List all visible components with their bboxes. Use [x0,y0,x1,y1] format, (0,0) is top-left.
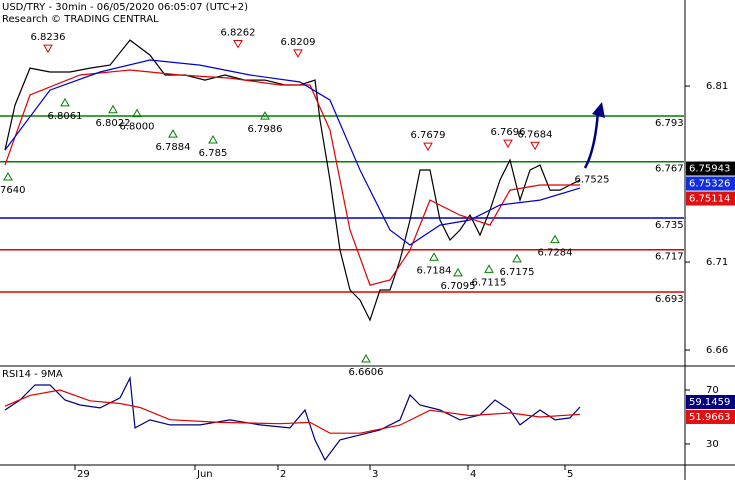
low-marker [550,234,560,244]
forecast-arrow [583,111,600,169]
level-label: 6.735 [655,220,684,231]
low-marker [429,252,439,261]
price-panel: 6.66 6.71 6.81 6.793 6.767 6.735 6.717 6.693 6.8… [0,28,735,378]
marker-label: 6.8209 [281,37,316,48]
x-tick-label: 5 [567,469,573,480]
high-marker [233,40,243,49]
last-value-label: 6.75326 [689,179,730,190]
arrow-head [592,102,605,118]
marker-label: 6.7115 [472,277,507,288]
series-line [4,389,581,434]
marker-label: 6.7884 [156,142,191,153]
panel-title: RSI14 - 9MA [2,369,63,380]
marker-label: 6.7986 [248,124,283,135]
low-marker [168,129,178,138]
last-value-tag [686,191,735,206]
x-tick-label: 2 [280,469,286,480]
low-marker [260,111,270,120]
marker-label: 6.7640 [0,185,26,196]
last-value-label: 6.75943 [689,164,730,175]
series-line [4,375,581,462]
y-tick-label: 30 [706,439,719,450]
marker-label: 6.7284 [538,248,573,259]
high-marker [43,44,53,54]
marker-label: 6.8262 [221,28,256,39]
last-value-tag [686,161,735,176]
last-value-label: 51.9663 [689,412,730,423]
marker-label: 6.7095 [441,281,476,292]
last-value-label: 6.75114 [689,194,730,205]
level-label: 6.767 [655,164,684,175]
level-label: 6.793 [655,118,684,129]
low-marker [3,172,13,181]
marker-label: 6.7679 [411,130,446,141]
marker-label: 6.8236 [31,32,66,43]
high-marker [423,142,433,152]
x-tick-label: 4 [470,469,476,480]
low-marker [361,353,371,363]
y-tick-label: 70 [706,385,719,396]
marker-label: 6.785 [199,148,228,159]
marker-label: 6.7184 [417,265,452,276]
high-marker [293,49,303,58]
marker-label: 6.8061 [48,111,83,122]
chart-subtitle: Research © TRADING CENTRAL [2,14,159,25]
low-marker [484,264,494,273]
y-tick-label: 6.71 [706,257,728,268]
level-label: 6.693 [655,294,684,305]
series-line [4,39,581,322]
rsi-panel: 30 70 29 Jun 2 3 4 5 59.1459 51.9663 [4,375,735,480]
low-marker [208,135,218,144]
series-line [4,59,581,246]
x-tick-label: 29 [77,469,90,480]
low-marker [60,97,70,107]
last-value-tag [686,176,735,191]
marker-label: 6.8022 [96,118,131,129]
y-tick-label: 6.66 [706,345,728,356]
x-tick-label: Jun [196,469,213,480]
marker-label: 6.7175 [500,267,535,278]
series-line [4,69,580,286]
marker-label: 6.7696 [491,127,526,138]
level-label: 6.717 [655,252,684,263]
low-marker [108,104,118,114]
last-value-label: 59.1459 [689,397,730,408]
low-marker [453,267,463,277]
last-value-tag [686,409,735,424]
last-value-tag [686,394,735,409]
low-marker [132,108,142,118]
marker-label: 6.8000 [120,122,155,133]
y-tick-label: 6.81 [706,81,728,92]
x-tick-label: 3 [372,469,378,480]
forecast-label: 6.7525 [575,174,610,185]
low-marker [512,253,522,263]
marker-label: 6.7684 [518,129,553,140]
chart-title: USD/TRY - 30min - 06/05/2020 06:05:07 (U… [2,2,248,13]
high-marker [530,141,540,151]
marker-label: 6.6606 [349,367,384,378]
high-marker [503,139,513,149]
